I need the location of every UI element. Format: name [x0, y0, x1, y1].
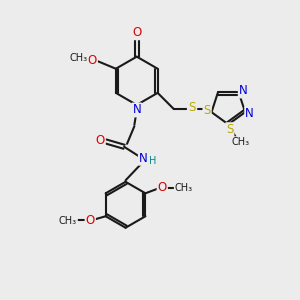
Text: CH₃: CH₃	[231, 137, 249, 147]
Text: O: O	[158, 181, 167, 194]
Text: CH₃: CH₃	[175, 183, 193, 193]
Text: S: S	[203, 104, 211, 117]
Text: N: N	[139, 152, 148, 165]
Text: H: H	[149, 156, 157, 166]
Text: N: N	[245, 107, 254, 120]
Text: O: O	[132, 26, 141, 39]
Text: S: S	[226, 123, 233, 136]
Text: O: O	[88, 54, 97, 67]
Text: CH₃: CH₃	[59, 216, 77, 226]
Text: N: N	[239, 85, 248, 98]
Text: CH₃: CH₃	[69, 53, 88, 63]
Text: O: O	[86, 214, 95, 227]
Text: N: N	[132, 103, 141, 116]
Text: S: S	[188, 101, 195, 114]
Text: O: O	[96, 134, 105, 147]
